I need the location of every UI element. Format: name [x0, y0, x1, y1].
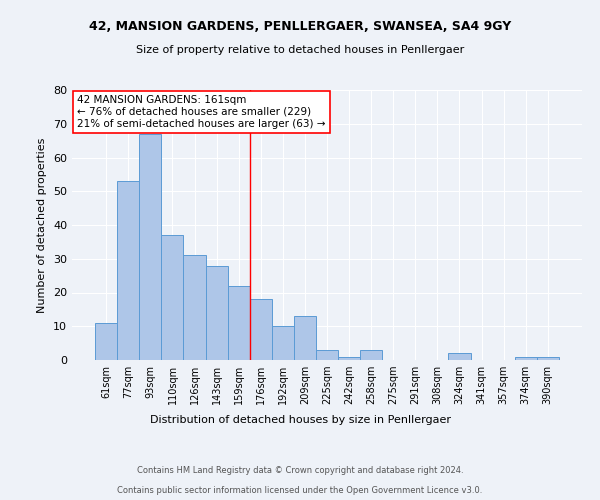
Bar — [515, 356, 537, 360]
Bar — [227, 286, 250, 360]
Bar — [161, 235, 184, 360]
Bar — [272, 326, 294, 360]
Text: Contains HM Land Registry data © Crown copyright and database right 2024.: Contains HM Land Registry data © Crown c… — [137, 466, 463, 475]
Bar — [448, 353, 470, 360]
Bar — [206, 266, 227, 360]
Bar — [537, 356, 559, 360]
Bar — [250, 299, 272, 360]
Bar — [316, 350, 338, 360]
Text: 42 MANSION GARDENS: 161sqm
← 76% of detached houses are smaller (229)
21% of sem: 42 MANSION GARDENS: 161sqm ← 76% of deta… — [77, 96, 326, 128]
Y-axis label: Number of detached properties: Number of detached properties — [37, 138, 47, 312]
Bar — [184, 256, 206, 360]
Bar — [294, 316, 316, 360]
Bar — [338, 356, 360, 360]
Bar — [360, 350, 382, 360]
Text: Size of property relative to detached houses in Penllergaer: Size of property relative to detached ho… — [136, 45, 464, 55]
Bar — [95, 323, 117, 360]
Text: Distribution of detached houses by size in Penllergaer: Distribution of detached houses by size … — [149, 415, 451, 425]
Text: 42, MANSION GARDENS, PENLLERGAER, SWANSEA, SA4 9GY: 42, MANSION GARDENS, PENLLERGAER, SWANSE… — [89, 20, 511, 33]
Text: Contains public sector information licensed under the Open Government Licence v3: Contains public sector information licen… — [118, 486, 482, 495]
Bar — [117, 181, 139, 360]
Bar — [139, 134, 161, 360]
